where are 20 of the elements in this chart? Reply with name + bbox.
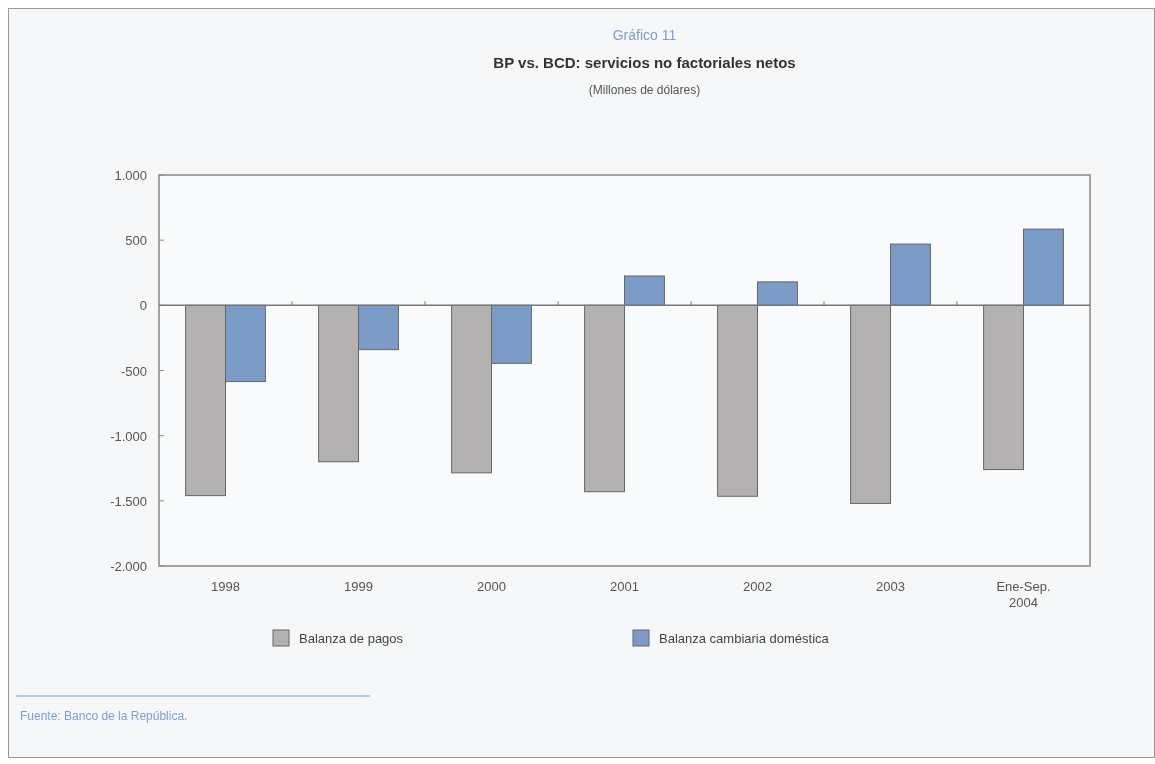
x-tick-label: 2002 [743, 579, 772, 594]
y-tick-label: -1.500 [110, 493, 147, 509]
y-tick-label: 0 [139, 298, 147, 314]
chart-title: BP vs. BCD: servicios no factoriales netos [493, 54, 796, 71]
y-tick-label: -1.000 [110, 428, 147, 444]
source-note: Fuente: Banco de la República. [20, 709, 188, 723]
text: Gráfico 11 [612, 27, 677, 43]
y-tick-label: 1.000 [114, 168, 147, 183]
legend-label: Balanza de pagos [299, 631, 404, 646]
legend-label: Balanza cambiaria doméstica [659, 631, 830, 646]
x-tick-label: 1998 [211, 579, 240, 594]
chart-subtitle: (Millones de dólares) [588, 83, 701, 97]
x-tick-label: Ene-Sep. 2004 [996, 579, 1051, 610]
x-tick-label: 2003 [876, 579, 905, 594]
y-tick-label: -500 [120, 363, 147, 379]
x-tick-label: 2000 [477, 579, 506, 594]
x-tick-label: 2001 [610, 579, 639, 594]
y-tick-label: 500 [125, 233, 147, 249]
y-tick-label: -2.000 [110, 559, 147, 574]
x-tick-label: 1999 [344, 579, 373, 594]
